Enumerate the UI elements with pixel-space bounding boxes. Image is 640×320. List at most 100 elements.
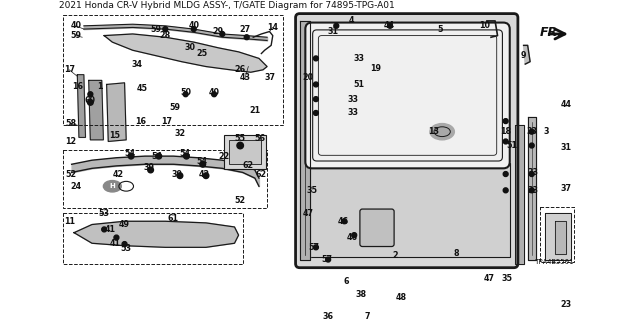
Text: 51: 51 — [506, 141, 517, 150]
Text: 51: 51 — [353, 80, 365, 89]
Text: 59: 59 — [170, 103, 180, 112]
Circle shape — [102, 227, 107, 232]
Text: 7: 7 — [365, 312, 370, 320]
Text: 9: 9 — [521, 52, 526, 60]
Circle shape — [220, 32, 225, 36]
Text: 31: 31 — [561, 143, 572, 152]
Text: 14: 14 — [268, 23, 278, 32]
Text: 4: 4 — [348, 16, 354, 25]
Text: 20: 20 — [302, 74, 314, 83]
Text: 41: 41 — [109, 239, 120, 248]
Circle shape — [314, 97, 318, 101]
Ellipse shape — [104, 180, 122, 192]
Circle shape — [314, 56, 318, 61]
Polygon shape — [487, 21, 497, 37]
Text: 23: 23 — [561, 300, 572, 309]
Text: 17: 17 — [161, 116, 172, 126]
Text: 55: 55 — [235, 134, 246, 143]
Text: 24: 24 — [70, 182, 81, 191]
Text: 34: 34 — [131, 60, 142, 68]
Text: 47: 47 — [302, 209, 314, 218]
Text: 39: 39 — [143, 163, 154, 172]
Text: 40: 40 — [70, 21, 81, 30]
Circle shape — [191, 27, 196, 32]
Text: 16: 16 — [135, 116, 147, 126]
Text: FR.: FR. — [540, 26, 563, 39]
Text: 15: 15 — [109, 131, 120, 140]
Text: 59: 59 — [70, 31, 81, 40]
Bar — [63, 150, 267, 208]
Text: 33: 33 — [528, 168, 539, 177]
Circle shape — [128, 153, 134, 159]
Text: 48: 48 — [396, 293, 407, 302]
Text: 10: 10 — [479, 21, 490, 30]
Text: 12: 12 — [65, 137, 76, 146]
Text: 32: 32 — [174, 129, 186, 138]
FancyBboxPatch shape — [224, 135, 266, 169]
Circle shape — [342, 219, 347, 224]
Text: 46: 46 — [337, 217, 348, 226]
Polygon shape — [515, 125, 524, 264]
Circle shape — [184, 153, 189, 159]
Text: 43: 43 — [239, 74, 251, 83]
Bar — [63, 213, 243, 264]
Text: 33: 33 — [353, 54, 365, 63]
Circle shape — [503, 139, 508, 144]
Bar — [63, 15, 284, 125]
Polygon shape — [89, 80, 104, 140]
Circle shape — [212, 92, 216, 97]
Text: 53: 53 — [121, 244, 132, 253]
Circle shape — [203, 173, 209, 179]
Circle shape — [148, 167, 154, 173]
Circle shape — [200, 161, 205, 167]
Text: 40: 40 — [188, 21, 199, 30]
Text: 18: 18 — [500, 127, 511, 136]
Text: 62: 62 — [243, 161, 254, 170]
Circle shape — [529, 172, 534, 177]
Circle shape — [503, 119, 508, 124]
Text: 42: 42 — [113, 170, 124, 179]
Text: 47: 47 — [484, 274, 495, 283]
Text: 29: 29 — [212, 27, 224, 36]
Text: 46: 46 — [347, 233, 358, 242]
Circle shape — [529, 188, 534, 193]
Circle shape — [183, 92, 188, 97]
Polygon shape — [545, 213, 571, 260]
Circle shape — [503, 172, 508, 177]
Text: 8: 8 — [454, 249, 460, 258]
Circle shape — [114, 235, 119, 240]
Text: 61: 61 — [168, 214, 179, 223]
Text: 16: 16 — [72, 82, 83, 91]
Circle shape — [503, 188, 508, 193]
Text: 28: 28 — [159, 31, 171, 40]
Text: TPA4B5501: TPA4B5501 — [534, 259, 574, 265]
Circle shape — [177, 173, 183, 179]
Polygon shape — [554, 221, 566, 254]
Bar — [304, 164, 509, 257]
Text: H: H — [109, 183, 115, 189]
Polygon shape — [107, 83, 126, 141]
Text: 30: 30 — [184, 43, 195, 52]
Text: 36: 36 — [323, 312, 333, 320]
Text: 57: 57 — [321, 255, 332, 264]
Text: 3: 3 — [543, 127, 549, 136]
Circle shape — [244, 35, 249, 40]
Polygon shape — [77, 75, 86, 137]
Text: 33: 33 — [526, 127, 537, 136]
Text: 50: 50 — [180, 88, 191, 97]
Text: 31: 31 — [328, 27, 339, 36]
Text: 39: 39 — [172, 170, 183, 179]
Text: 56: 56 — [254, 134, 265, 143]
Circle shape — [334, 23, 339, 28]
Text: 52: 52 — [235, 196, 246, 204]
Text: 45: 45 — [137, 84, 148, 93]
Circle shape — [88, 92, 93, 97]
Text: 59: 59 — [150, 25, 161, 34]
Circle shape — [388, 23, 392, 28]
Polygon shape — [300, 21, 310, 260]
Text: 53: 53 — [99, 209, 109, 218]
Text: 17: 17 — [63, 65, 75, 74]
Text: 60: 60 — [85, 96, 96, 105]
Circle shape — [156, 153, 162, 159]
Text: 49: 49 — [119, 220, 130, 229]
